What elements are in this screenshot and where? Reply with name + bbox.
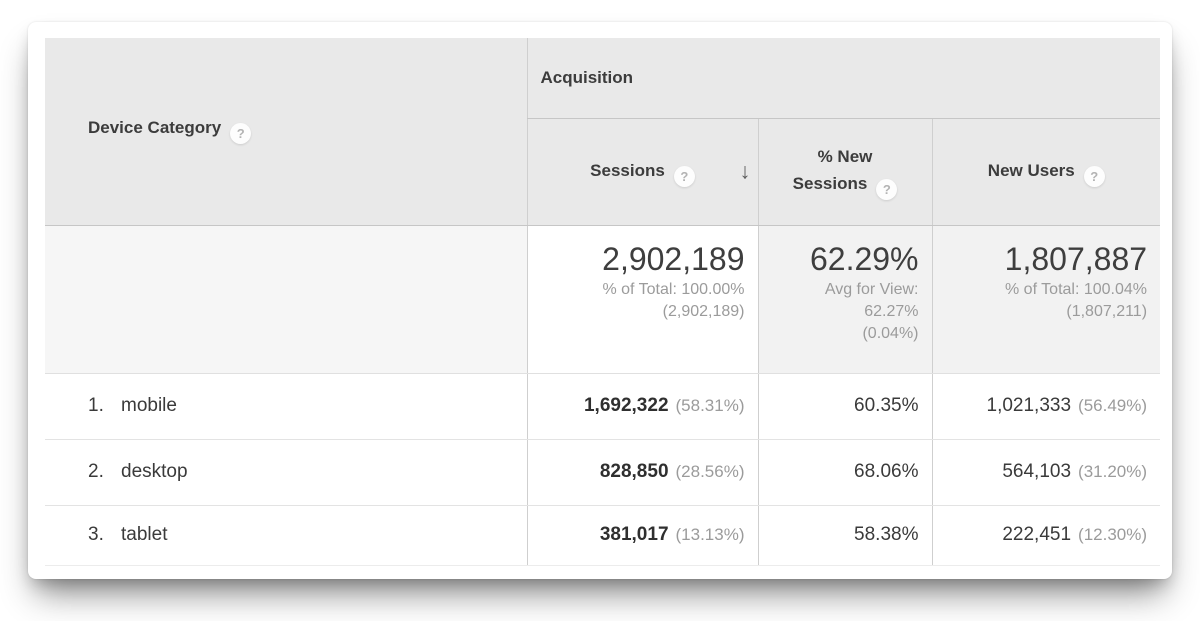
sessions-value: 1,692,322: [583, 395, 669, 416]
sessions-percent: (28.56%): [675, 462, 745, 481]
sessions-percent: (58.31%): [675, 396, 745, 415]
help-icon[interactable]: ?: [673, 165, 695, 187]
sessions-cell: 1,692,322 (58.31%): [526, 373, 758, 440]
totals-row: 2,902,189 % of Total: 100.00% (2,902,189…: [45, 225, 1161, 374]
device-name: desktop: [121, 461, 188, 482]
new-users-cell: 1,021,333 (56.49%): [931, 373, 1161, 440]
new-users-label: New Users: [987, 160, 1075, 180]
sessions-total-sub1: % of Total: 100.00%: [602, 280, 745, 298]
group-header-row: Device Category? Acquisition: [45, 38, 1161, 226]
new-users-percent: (12.30%): [1078, 525, 1148, 544]
device-name: tablet: [121, 524, 168, 545]
new-sessions-total-sub3: (0.04%): [862, 324, 919, 342]
table-row-mobile: 1. mobile 1,692,322 (58.31%) 60.35% 1,021,…: [45, 373, 1161, 440]
device-category-label: Device Category: [88, 118, 222, 138]
sessions-total-sub2: (2,902,189): [662, 302, 745, 320]
metric-header-row: Sessions? ↓ % New Sessions? New Users?: [45, 118, 1161, 226]
sessions-cell: 381,017 (13.13%): [526, 505, 758, 566]
analytics-table-card: Device Category? Acquisition Sessions? ↓…: [28, 22, 1172, 579]
totals-new-sessions-cell: 62.29% Avg for View: 62.27% (0.04%): [757, 225, 932, 374]
device-category-table: Device Category? Acquisition Sessions? ↓…: [45, 38, 1161, 566]
new-sessions-label-line1: % New: [817, 147, 873, 166]
device-cell: 2. desktop: [45, 439, 527, 506]
table-row-tablet: 3. tablet 381,017 (13.13%) 58.38% 222,451 (…: [45, 505, 1161, 566]
new-sessions-value: 60.35%: [854, 395, 919, 416]
new-users-total-sub2: (1,807,211): [1066, 302, 1148, 320]
new-users-percent: (31.20%): [1078, 462, 1148, 481]
new-sessions-label-line2: Sessions: [792, 174, 868, 193]
new-users-cell: 222,451 (12.30%): [931, 505, 1161, 566]
new-users-value: 564,103: [1002, 461, 1072, 482]
column-header-new-sessions[interactable]: % New Sessions?: [757, 118, 932, 226]
new-users-value: 222,451: [1002, 524, 1072, 545]
help-icon[interactable]: ?: [230, 123, 252, 145]
totals-dimension-cell: [45, 225, 527, 374]
new-sessions-total-sub2: 62.27%: [864, 302, 919, 320]
new-sessions-total-sub1: Avg for View:: [824, 280, 919, 298]
table-row-desktop: 2. desktop 828,850 (28.56%) 68.06% 564,103…: [45, 439, 1161, 506]
acquisition-label: Acquisition: [540, 67, 634, 87]
new-users-percent: (56.49%): [1078, 396, 1148, 415]
sort-descending-icon[interactable]: ↓: [739, 158, 751, 184]
new-users-total: 1,807,887: [1004, 240, 1148, 277]
new-sessions-cell: 58.38%: [757, 505, 932, 566]
totals-new-users-cell: 1,807,887 % of Total: 100.04% (1,807,211…: [931, 225, 1161, 374]
sessions-cell: 828,850 (28.56%): [526, 439, 758, 506]
sessions-value: 828,850: [599, 461, 669, 482]
help-icon[interactable]: ?: [876, 179, 898, 200]
sessions-percent: (13.13%): [675, 525, 745, 544]
sessions-label: Sessions: [590, 160, 665, 180]
group-header-acquisition: Acquisition: [526, 38, 1161, 119]
sessions-total: 2,902,189: [602, 240, 745, 277]
new-sessions-total: 62.29%: [809, 240, 919, 277]
row-index: 2.: [88, 461, 104, 482]
new-sessions-cell: 68.06%: [757, 439, 932, 506]
totals-sessions-cell: 2,902,189 % of Total: 100.00% (2,902,189…: [526, 225, 758, 374]
column-header-sessions[interactable]: Sessions? ↓: [526, 118, 758, 226]
row-index: 1.: [88, 395, 104, 416]
device-cell: 1. mobile: [45, 373, 527, 440]
new-users-value: 1,021,333: [986, 395, 1072, 416]
help-icon[interactable]: ?: [1083, 165, 1105, 187]
device-cell: 3. tablet: [45, 505, 527, 566]
device-name: mobile: [121, 395, 177, 416]
new-sessions-value: 58.38%: [854, 524, 919, 545]
new-users-cell: 564,103 (31.20%): [931, 439, 1161, 506]
new-sessions-value: 68.06%: [854, 461, 919, 482]
new-sessions-cell: 60.35%: [757, 373, 932, 440]
row-index: 3.: [88, 524, 104, 545]
sessions-value: 381,017: [599, 524, 669, 545]
column-header-device-category[interactable]: Device Category?: [45, 38, 527, 226]
new-users-total-sub1: % of Total: 100.04%: [1005, 280, 1148, 298]
column-header-new-users[interactable]: New Users?: [931, 118, 1161, 226]
